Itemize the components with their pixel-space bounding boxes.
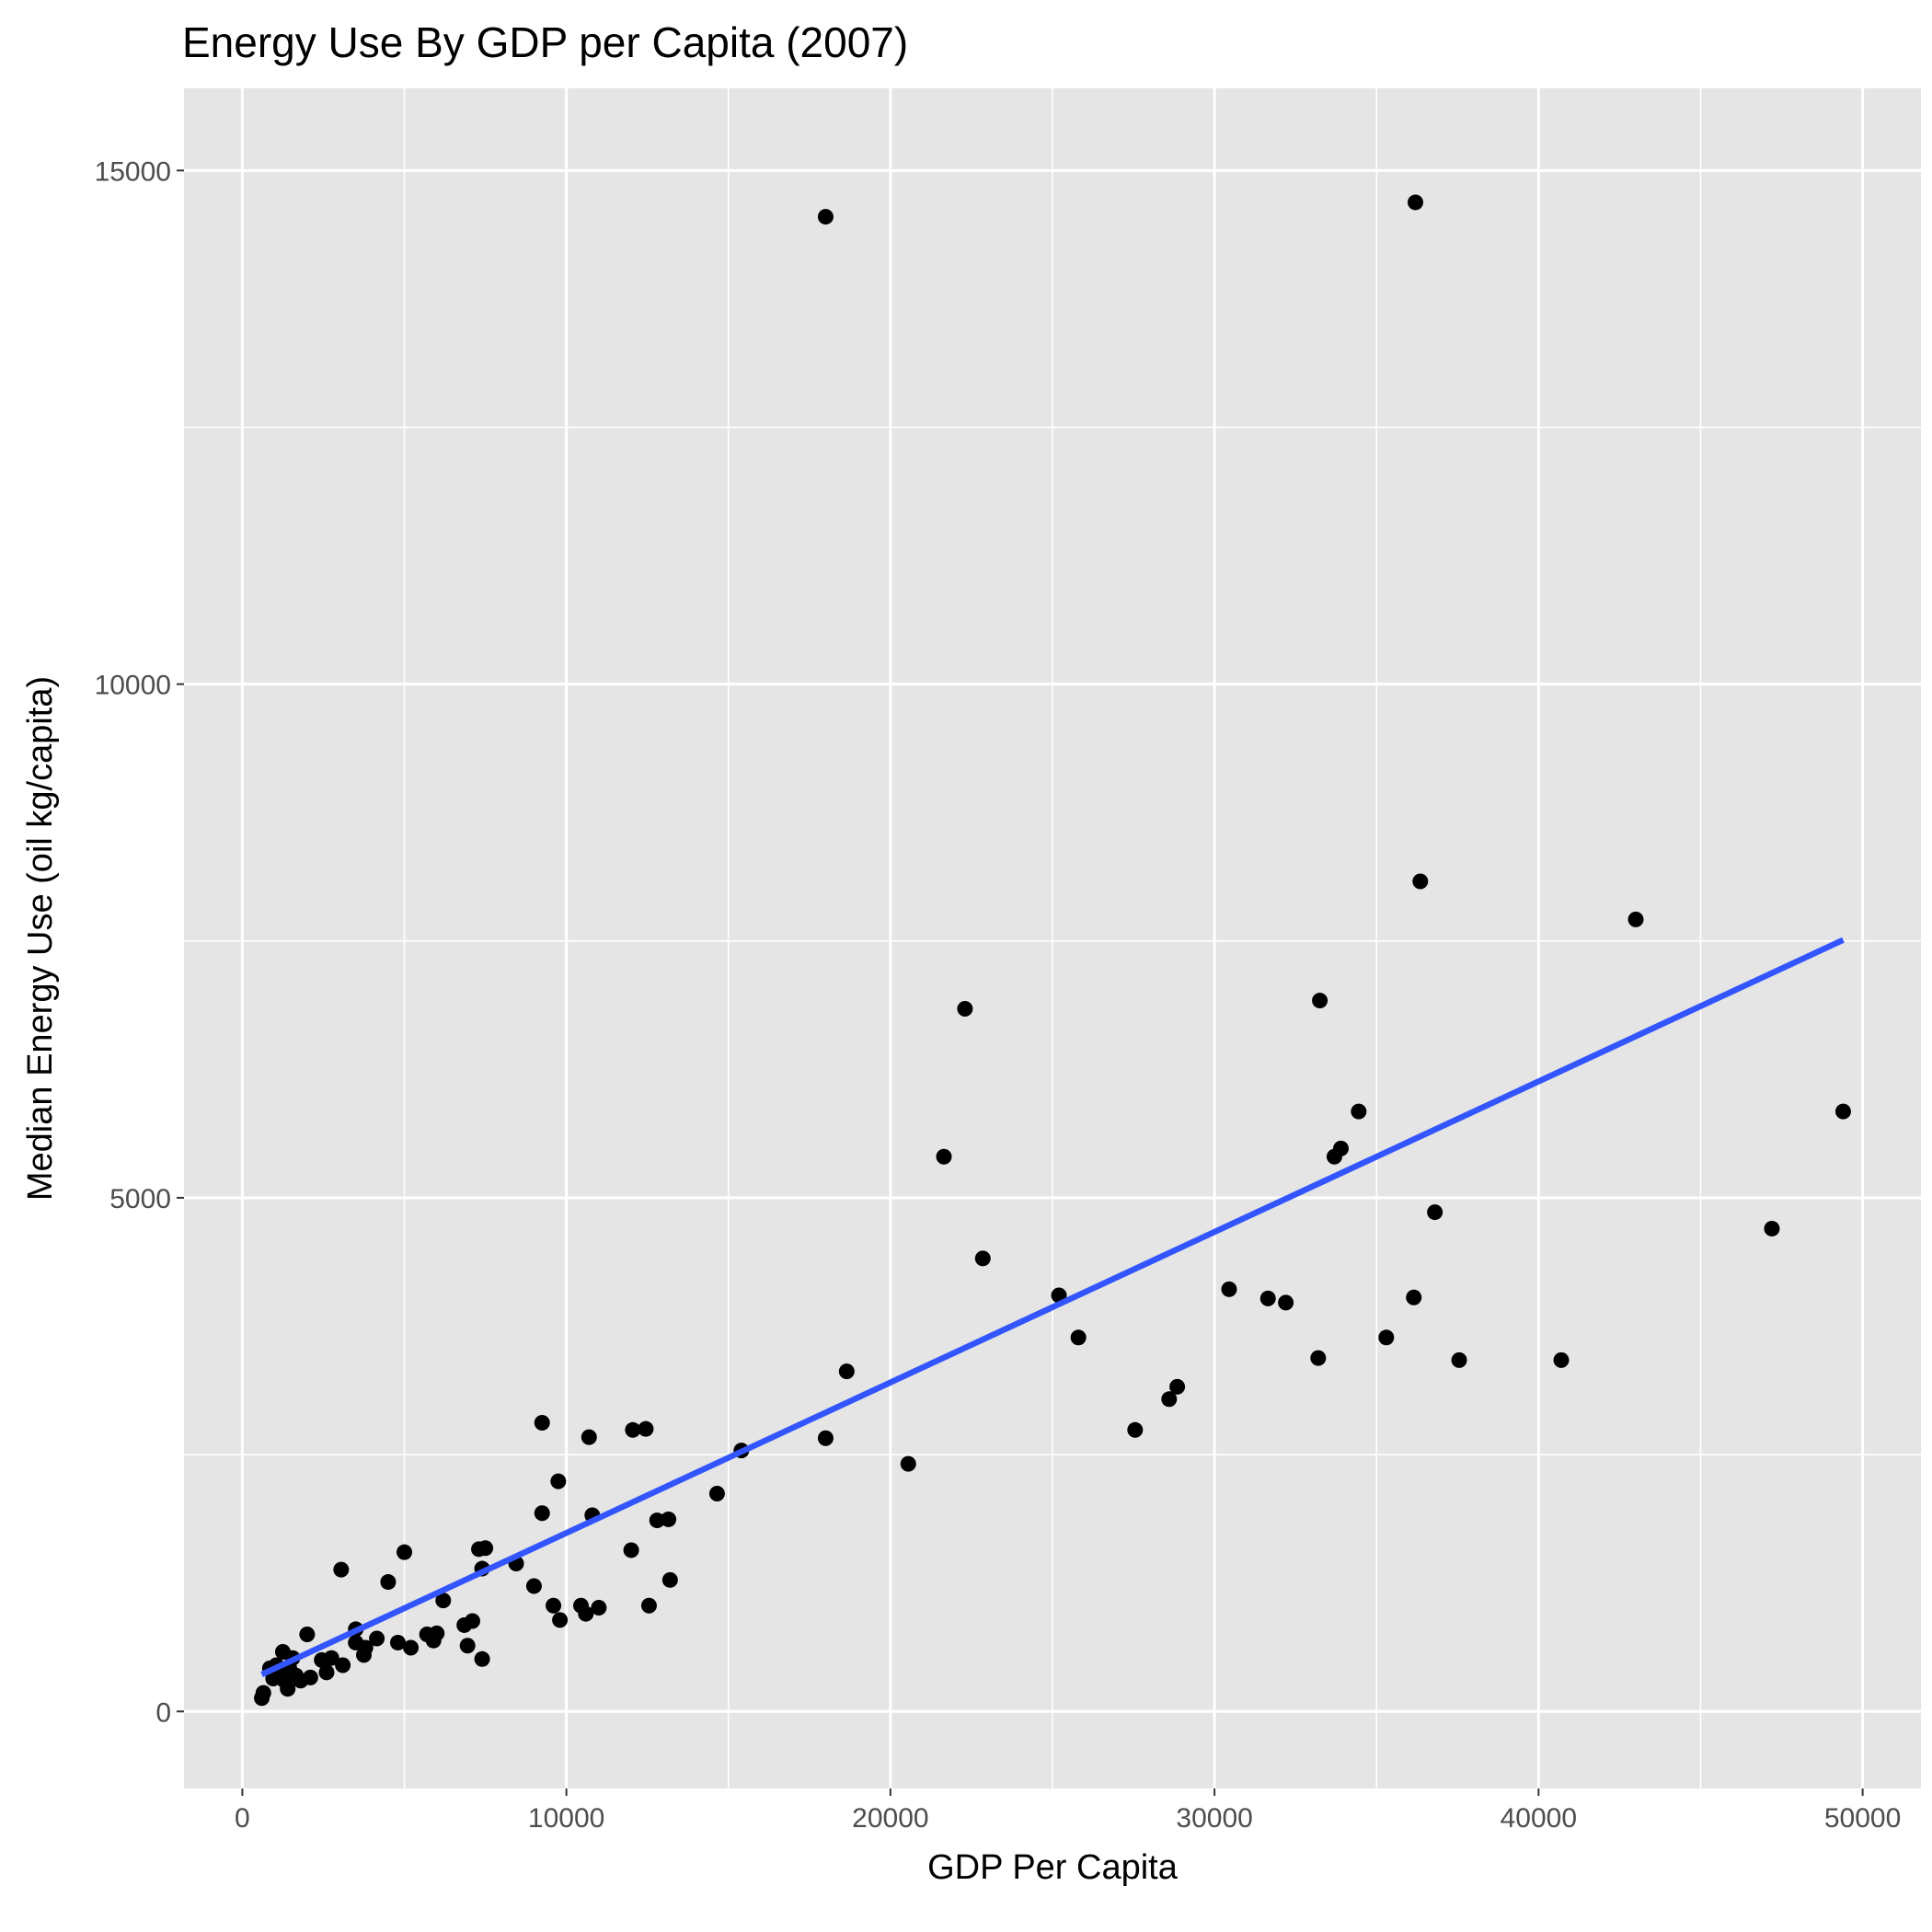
scatter-point bbox=[464, 1613, 480, 1629]
scatter-point bbox=[369, 1630, 385, 1647]
minor-gridlines bbox=[184, 88, 1921, 1788]
scatter-point bbox=[525, 1578, 542, 1594]
scatter-point bbox=[581, 1429, 597, 1445]
scatter-point bbox=[649, 1512, 665, 1529]
scatter-point bbox=[1451, 1351, 1467, 1368]
scatter-point bbox=[1127, 1421, 1144, 1438]
scatter-point bbox=[1553, 1351, 1570, 1368]
scatter-point bbox=[1406, 1289, 1422, 1305]
scatter-point bbox=[936, 1148, 952, 1165]
scatter-point bbox=[333, 1561, 350, 1578]
scatter-point bbox=[900, 1455, 916, 1472]
scatter-point bbox=[661, 1511, 677, 1527]
scatter-point bbox=[1310, 1350, 1327, 1366]
scatter-point bbox=[534, 1505, 550, 1522]
scatter-point bbox=[1259, 1290, 1276, 1306]
scatter-point bbox=[1161, 1391, 1178, 1408]
scatter-point bbox=[550, 1473, 567, 1489]
scatter-point bbox=[625, 1421, 641, 1438]
scatter-point bbox=[474, 1650, 490, 1667]
scatter-point bbox=[1351, 1103, 1367, 1120]
scatter-point bbox=[477, 1540, 494, 1557]
scatter-point bbox=[429, 1625, 445, 1641]
scatter-point bbox=[591, 1599, 607, 1616]
scatter-point bbox=[1408, 194, 1424, 211]
scatter-point bbox=[534, 1414, 550, 1431]
scatter-point bbox=[389, 1634, 406, 1650]
scatter-point bbox=[403, 1639, 420, 1656]
scatter-point bbox=[1412, 873, 1429, 890]
scatter-point bbox=[255, 1685, 271, 1701]
major-gridlines bbox=[184, 88, 1921, 1788]
scatter-point bbox=[1764, 1220, 1780, 1236]
scatter-point bbox=[302, 1669, 318, 1685]
x-tick-label: 20000 bbox=[852, 1803, 928, 1834]
scatter-point bbox=[640, 1597, 657, 1614]
scatter-point bbox=[578, 1605, 594, 1622]
scatter-point bbox=[1427, 1204, 1443, 1221]
scatter-point bbox=[299, 1627, 316, 1643]
scatter-point bbox=[1332, 1140, 1349, 1156]
scatter-point bbox=[1834, 1103, 1851, 1120]
chart-title: Energy Use By GDP per Capita (2007) bbox=[182, 18, 908, 66]
y-tick-label: 0 bbox=[155, 1697, 171, 1728]
scatter-point bbox=[708, 1486, 725, 1502]
scatter-point bbox=[435, 1593, 452, 1609]
scatter-point bbox=[397, 1544, 413, 1560]
scatter-point bbox=[380, 1574, 397, 1591]
x-tick-label: 10000 bbox=[528, 1803, 604, 1834]
trend-line bbox=[260, 937, 1845, 1678]
y-tick-label: 5000 bbox=[109, 1184, 171, 1214]
scatter-point bbox=[323, 1650, 339, 1666]
scatter-point bbox=[1378, 1329, 1395, 1346]
scatter-points bbox=[254, 194, 1851, 1707]
y-tick-label: 10000 bbox=[95, 671, 171, 701]
scatter-point bbox=[1221, 1281, 1237, 1297]
x-tick-label: 50000 bbox=[1824, 1803, 1901, 1834]
y-axis-ticks: 0 5000 10000 15000 bbox=[95, 156, 184, 1728]
x-axis-ticks: 0 10000 20000 30000 40000 50000 bbox=[235, 1788, 1901, 1834]
scatter-point bbox=[838, 1363, 855, 1380]
scatter-point bbox=[318, 1664, 335, 1681]
scatter-point bbox=[623, 1542, 639, 1558]
scatter-point bbox=[638, 1420, 654, 1437]
scatter-point bbox=[661, 1571, 678, 1588]
scatter-point bbox=[280, 1681, 296, 1697]
x-tick-label: 40000 bbox=[1501, 1803, 1577, 1834]
x-tick-label: 30000 bbox=[1176, 1803, 1252, 1834]
scatter-point bbox=[1278, 1294, 1294, 1311]
scatter-point bbox=[552, 1612, 569, 1628]
scatter-point bbox=[974, 1250, 991, 1267]
y-axis-title: Median Energy Use (oil kg/capita) bbox=[21, 676, 60, 1201]
scatter-point bbox=[817, 1430, 834, 1446]
scatter-point bbox=[357, 1639, 374, 1656]
scatter-point bbox=[957, 1000, 973, 1017]
scatter-point bbox=[1627, 911, 1644, 927]
scatter-point bbox=[1169, 1378, 1186, 1395]
scatter-point bbox=[546, 1597, 562, 1614]
scatter-point bbox=[817, 209, 834, 225]
scatter-point bbox=[459, 1638, 476, 1654]
x-axis-title: GDP Per Capita bbox=[927, 1848, 1179, 1887]
y-tick-label: 15000 bbox=[95, 156, 171, 187]
scatter-point bbox=[1312, 993, 1328, 1009]
scatter-point bbox=[335, 1657, 351, 1673]
scatter-point bbox=[1070, 1329, 1087, 1346]
x-tick-label: 0 bbox=[235, 1803, 250, 1834]
